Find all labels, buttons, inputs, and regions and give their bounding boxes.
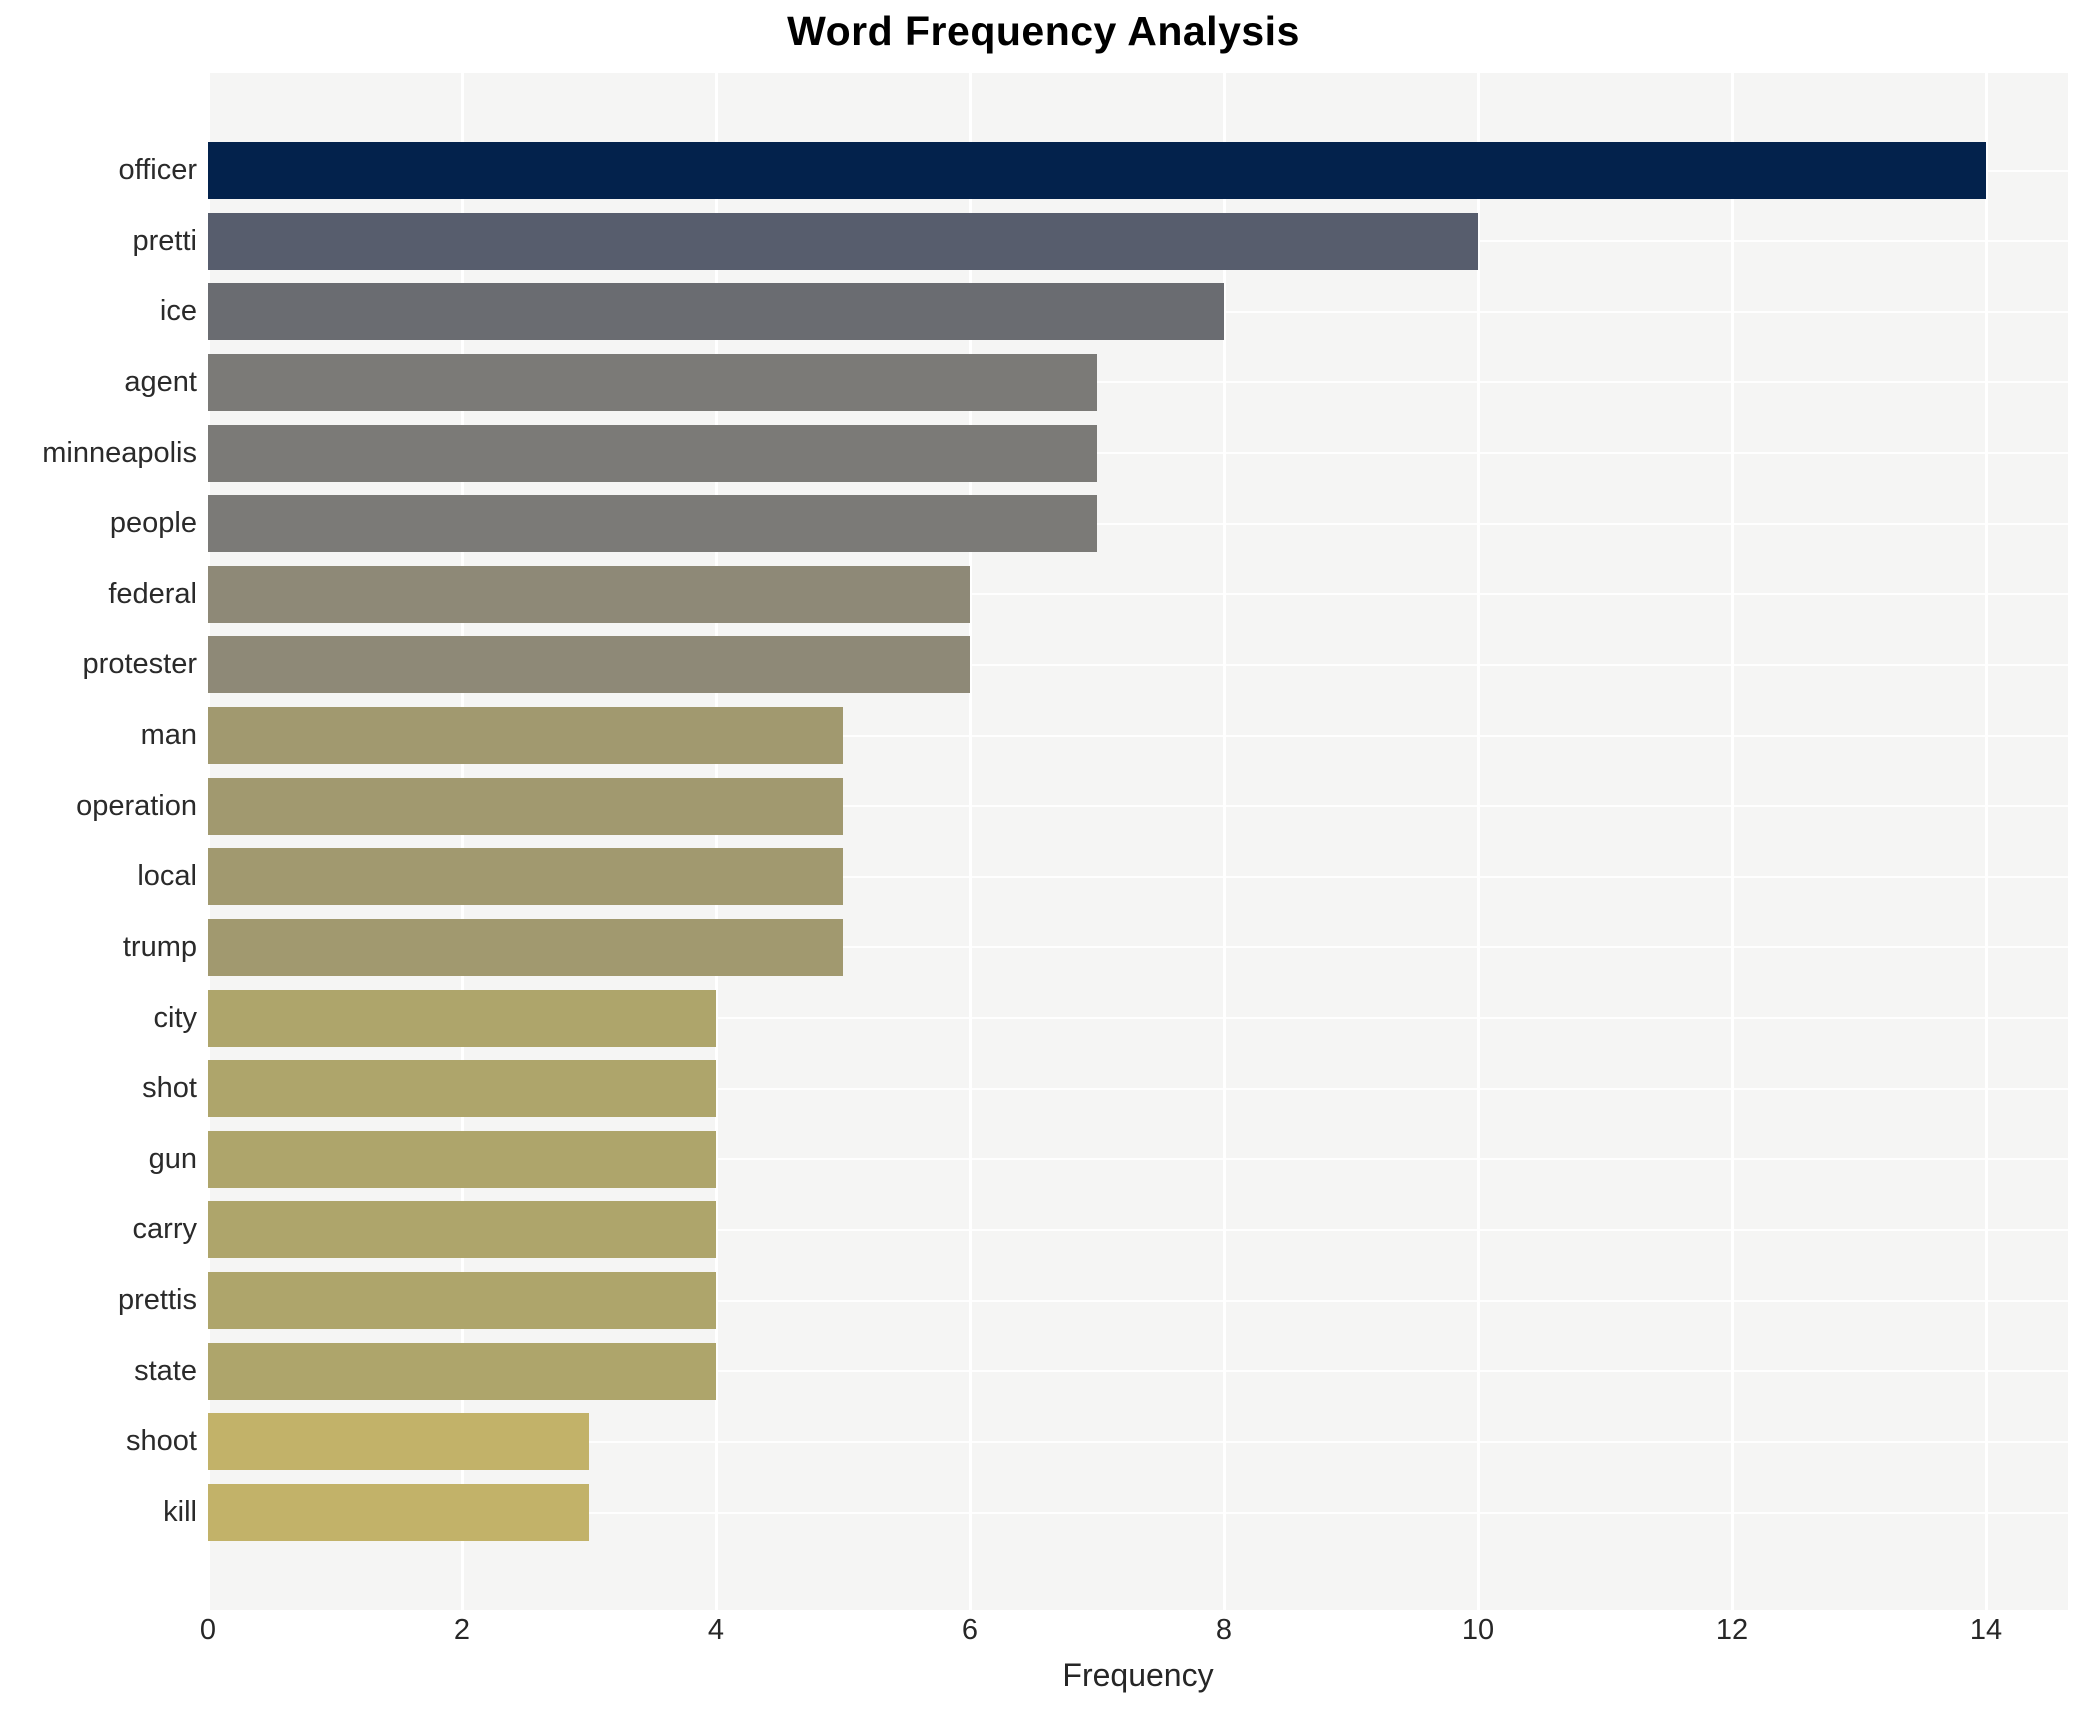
y-tick-label-carry: carry [132, 1213, 197, 1246]
bar-agent [208, 353, 1097, 411]
x-tick-label-6: 6 [961, 1614, 979, 1646]
x-tick-label-12: 12 [1715, 1614, 1749, 1646]
bar-man [208, 707, 843, 765]
gridline-horizontal [208, 1440, 2068, 1443]
bar-federal [208, 565, 970, 623]
y-tick-label-operation: operation [76, 789, 197, 822]
chart-title: Word Frequency Analysis [787, 8, 1300, 54]
y-tick-label-agent: agent [124, 365, 197, 398]
bar-minneapolis [208, 424, 1097, 482]
gridline-vertical [1476, 73, 1480, 1610]
gridline-vertical [1730, 73, 1734, 1610]
gridline-horizontal [208, 1017, 2068, 1020]
gridline-horizontal [208, 1370, 2068, 1373]
bar-kill [208, 1484, 589, 1541]
y-tick-label-minneapolis: minneapolis [42, 436, 197, 469]
bar-officer [208, 142, 1986, 199]
plot-area [206, 73, 2068, 1610]
gridline-horizontal [208, 593, 2068, 596]
y-axis-labels: officer pretti ice agent minneapolis people fe… [0, 73, 197, 1610]
bar-protester [208, 636, 970, 694]
gridline-horizontal [208, 381, 2068, 384]
gridline-horizontal [208, 522, 2068, 525]
bar-shoot [208, 1413, 589, 1471]
x-axis-title: Frequency [1062, 1657, 1214, 1693]
gridline-horizontal [208, 1228, 2068, 1231]
y-tick-label-shoot: shoot [126, 1425, 197, 1458]
y-tick-label-trump: trump [122, 930, 197, 963]
x-tick-label-8: 8 [1215, 1614, 1233, 1646]
gridline-vertical [968, 73, 972, 1610]
y-tick-label-pretti: pretti [132, 224, 197, 257]
gridline-horizontal [208, 1511, 2068, 1514]
x-tick-label-14: 14 [1969, 1614, 2003, 1646]
x-tick-label-10: 10 [1461, 1614, 1495, 1646]
y-tick-label-federal: federal [108, 577, 197, 610]
bar-city [208, 989, 716, 1047]
x-tick-label-4: 4 [707, 1614, 725, 1646]
y-tick-label-officer: officer [118, 154, 197, 186]
gridline-vertical [1222, 73, 1226, 1610]
gridline-horizontal [208, 1158, 2068, 1161]
x-tick-label-2: 2 [453, 1614, 471, 1646]
gridline-vertical [460, 73, 464, 1610]
gridline-vertical [714, 73, 718, 1610]
gridline-horizontal [208, 452, 2068, 455]
gridline-horizontal [208, 1087, 2068, 1090]
bar-pretti [208, 212, 1478, 270]
y-tick-label-ice: ice [159, 295, 197, 328]
gridline-horizontal [208, 946, 2068, 949]
y-tick-label-kill: kill [163, 1496, 197, 1528]
y-tick-label-people: people [109, 507, 197, 540]
y-tick-label-city: city [153, 1001, 198, 1034]
bar-gun [208, 1130, 716, 1188]
y-tick-label-shot: shot [142, 1072, 197, 1105]
x-axis-ticks: 0 2 4 6 8 10 12 14 [200, 1614, 2068, 1654]
bar-shot [208, 1060, 716, 1118]
gridline-vertical [206, 73, 210, 1610]
bar-people [208, 495, 1097, 553]
y-tick-label-man: man [140, 719, 197, 752]
x-tick-label-0: 0 [199, 1614, 217, 1646]
gridline-horizontal [208, 734, 2068, 737]
y-tick-label-prettis: prettis [118, 1284, 197, 1317]
y-tick-label-local: local [137, 860, 197, 893]
gridline-horizontal [208, 663, 2068, 666]
bar-operation [208, 777, 843, 835]
gridline-horizontal [208, 1299, 2068, 1302]
y-tick-label-gun: gun [148, 1142, 197, 1175]
bar-state [208, 1342, 716, 1400]
gridline-vertical [1984, 73, 1988, 1610]
gridline-horizontal [208, 875, 2068, 878]
bar-carry [208, 1201, 716, 1259]
bar-local [208, 848, 843, 906]
gridline-horizontal [208, 805, 2068, 808]
bar-trump [208, 918, 843, 976]
bar-prettis [208, 1272, 716, 1330]
bar-ice [208, 283, 1224, 341]
y-tick-label-protester: protester [82, 648, 197, 681]
y-tick-label-state: state [134, 1354, 197, 1387]
